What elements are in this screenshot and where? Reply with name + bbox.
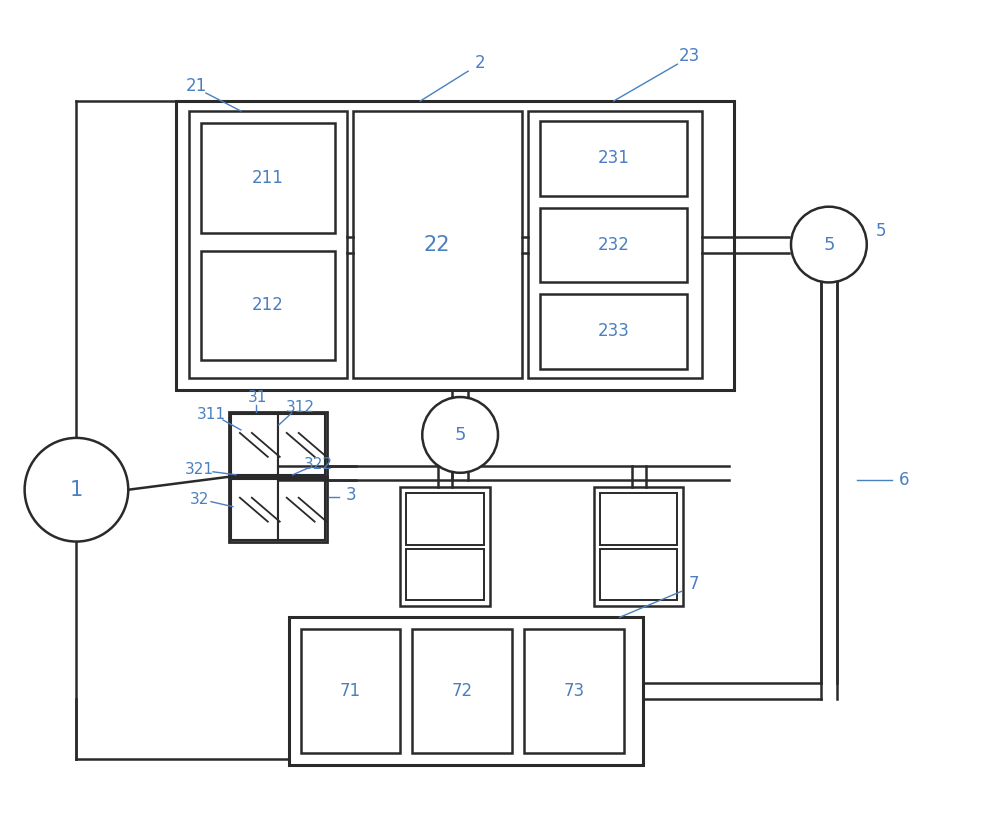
Text: 5: 5 xyxy=(823,236,835,254)
Text: 2: 2 xyxy=(475,54,485,72)
Circle shape xyxy=(25,438,128,541)
Bar xyxy=(289,618,643,765)
Bar xyxy=(189,111,347,378)
Text: 32: 32 xyxy=(189,492,209,507)
Bar xyxy=(229,412,327,477)
Bar xyxy=(233,481,323,537)
Bar xyxy=(400,486,490,606)
Bar xyxy=(600,493,677,545)
Text: 21: 21 xyxy=(185,77,207,95)
Bar xyxy=(231,414,278,475)
Bar xyxy=(278,479,325,540)
Bar xyxy=(528,111,702,378)
Bar xyxy=(594,486,683,606)
Bar xyxy=(176,101,734,390)
Text: 312: 312 xyxy=(286,400,315,414)
Text: 72: 72 xyxy=(452,682,473,700)
Bar xyxy=(540,121,687,196)
Text: 231: 231 xyxy=(598,149,630,167)
Bar xyxy=(540,208,687,283)
Bar xyxy=(353,111,522,378)
Text: 321: 321 xyxy=(185,462,214,477)
Text: 322: 322 xyxy=(304,457,333,473)
Bar xyxy=(406,549,484,600)
Bar xyxy=(278,414,325,475)
Text: 3: 3 xyxy=(345,486,356,504)
Text: 1: 1 xyxy=(70,480,83,500)
Circle shape xyxy=(422,397,498,473)
Bar xyxy=(201,251,335,360)
Text: 71: 71 xyxy=(340,682,361,700)
Text: 211: 211 xyxy=(252,169,284,187)
Circle shape xyxy=(791,206,867,283)
Text: 232: 232 xyxy=(598,236,630,254)
Bar xyxy=(229,477,327,541)
Bar xyxy=(301,629,400,753)
Text: 5: 5 xyxy=(454,426,466,444)
Text: 73: 73 xyxy=(563,682,584,700)
Bar xyxy=(231,479,278,540)
Text: 7: 7 xyxy=(689,576,700,594)
Bar xyxy=(600,549,677,600)
Bar xyxy=(233,416,323,473)
Bar xyxy=(540,294,687,369)
Text: 6: 6 xyxy=(898,471,909,489)
Bar xyxy=(412,629,512,753)
Bar xyxy=(406,493,484,545)
Text: 23: 23 xyxy=(679,48,700,66)
Text: 5: 5 xyxy=(875,222,886,240)
Text: 311: 311 xyxy=(196,408,225,423)
Text: 22: 22 xyxy=(424,234,450,255)
Bar xyxy=(524,629,624,753)
Text: 233: 233 xyxy=(598,322,630,340)
Text: 31: 31 xyxy=(248,390,268,405)
Bar xyxy=(201,123,335,233)
Text: 212: 212 xyxy=(252,296,284,314)
